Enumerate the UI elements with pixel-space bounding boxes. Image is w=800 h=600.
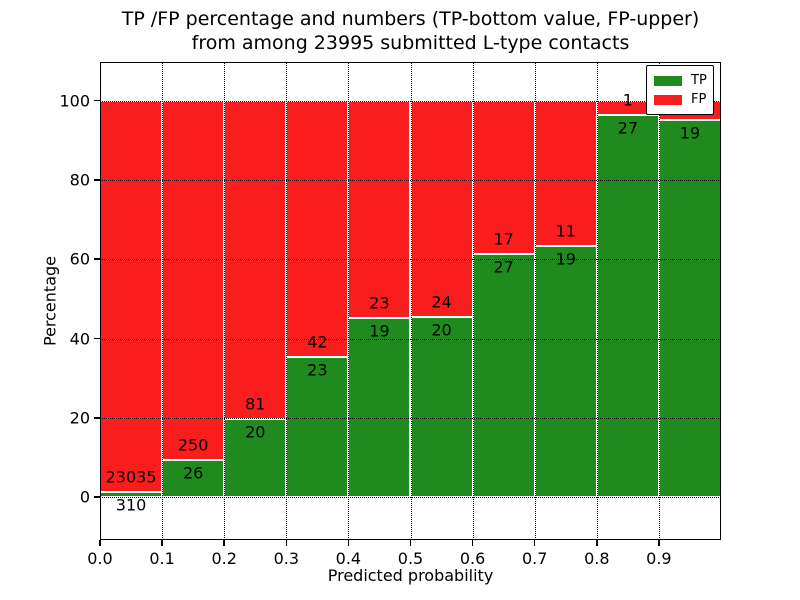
bar-segment-fp — [348, 100, 411, 318]
legend-label-tp: TP — [691, 73, 707, 88]
gridline-vertical — [534, 62, 536, 540]
bar-count-label-fp: 24 — [431, 292, 452, 312]
x-tick-mark — [161, 540, 163, 546]
x-tick-mark — [285, 540, 288, 546]
x-tick-mark — [533, 540, 536, 546]
bar-count-label-tp: 27 — [617, 118, 639, 138]
x-tick-mark — [99, 540, 101, 546]
gridline-vertical — [162, 62, 164, 540]
x-tick-label: 0.2 — [211, 549, 237, 568]
x-tick-mark — [347, 540, 350, 546]
bar-count-label-tp: 20 — [431, 320, 452, 340]
legend-item-fp: FP — [654, 90, 706, 109]
bar-count-label-tp: 19 — [679, 123, 701, 143]
plot-area: 23035 310 250 26 81 20 42 23 23 19 24 20 17 27 11 19 1 27… — [100, 62, 721, 540]
chart-title-line2: from among 23995 submitted L-type contac… — [191, 32, 630, 54]
bar-segment-tp — [410, 316, 473, 498]
legend-label-fp: FP — [691, 92, 707, 107]
bar-count-label-tp: 310 — [115, 495, 147, 515]
bar-count-label-fp: 17 — [493, 229, 514, 249]
fp-color-swatch — [654, 94, 682, 105]
y-axis-label: Percentage — [40, 255, 60, 347]
x-tick-label: 0.7 — [521, 549, 548, 568]
x-tick-mark — [658, 540, 660, 546]
x-axis-label: Predicted probability — [327, 566, 494, 585]
bar-count-label-fp: 11 — [555, 221, 576, 241]
bar-count-label-tp: 19 — [369, 321, 390, 341]
bar-count-label-tp: 27 — [493, 257, 514, 277]
gridline-vertical — [286, 62, 288, 540]
y-tick-label: 0 — [79, 487, 90, 507]
chart-title-line1: TP /FP percentage and numbers (TP-bottom… — [121, 8, 700, 30]
bar-count-label-tp: 26 — [182, 463, 204, 483]
x-tick-mark — [223, 540, 225, 546]
bar-segment-tp — [348, 317, 411, 498]
gridline-vertical — [658, 62, 660, 540]
x-tick-mark — [471, 540, 474, 546]
gridline-vertical — [472, 62, 474, 540]
gridline-vertical — [348, 62, 350, 540]
y-tick-mark — [94, 258, 100, 260]
x-tick-mark — [409, 540, 412, 546]
bar-segment-tp — [658, 120, 721, 498]
bar-segment-tp — [286, 356, 349, 498]
x-tick-label: 0.0 — [87, 549, 113, 568]
y-tick-mark — [94, 496, 100, 498]
x-tick-label: 0.5 — [397, 549, 424, 568]
x-tick-label: 0.6 — [459, 549, 486, 568]
x-tick-label: 0.8 — [584, 549, 610, 568]
chart-title: TP /FP percentage and numbers (TP-bottom… — [100, 7, 721, 55]
bar-segment-fp — [534, 100, 597, 247]
y-tick-mark — [94, 417, 100, 419]
legend: TP FP — [646, 65, 714, 115]
x-tick-label: 0.4 — [335, 549, 362, 568]
bar-count-label-tp: 23 — [307, 360, 328, 380]
y-tick-mark — [94, 99, 100, 102]
bar-segment-fp — [162, 100, 225, 460]
bar-segment-fp — [100, 100, 163, 492]
bar-count-label-tp: 19 — [555, 249, 576, 269]
bar-count-label-fp: 250 — [177, 435, 209, 455]
y-tick-label: 100 — [59, 91, 90, 111]
bar-count-label-fp: 1 — [622, 90, 633, 110]
bar-segment-fp — [472, 100, 535, 254]
x-tick-label: 0.3 — [273, 549, 300, 568]
y-tick-label: 80 — [69, 170, 90, 190]
x-tick-label: 0.1 — [149, 549, 175, 568]
bar-segment-fp — [286, 100, 349, 357]
bar-count-label-fp: 81 — [245, 394, 266, 414]
gridline-vertical — [596, 62, 598, 540]
bar-segment-tp — [596, 114, 659, 498]
bar-count-label-tp: 20 — [245, 422, 266, 442]
x-tick-label: 0.9 — [646, 549, 672, 568]
bar-segment-tp — [534, 246, 597, 498]
y-tick-label: 20 — [69, 408, 90, 428]
bar-segment-fp — [410, 100, 473, 317]
x-tick-mark — [596, 540, 598, 546]
bar-segment-tp — [472, 253, 535, 498]
legend-item-tp: TP — [654, 71, 707, 90]
gridline-vertical — [224, 62, 226, 540]
bar-count-label-fp: 42 — [307, 332, 328, 352]
tp-color-swatch — [654, 75, 682, 86]
bar-count-label-fp: 23 — [369, 293, 390, 313]
y-tick-label: 60 — [69, 249, 90, 269]
bar-segment-tp — [224, 418, 287, 498]
y-tick-label: 40 — [69, 329, 90, 349]
y-tick-mark — [94, 179, 100, 181]
bar-count-label-fp: 23035 — [105, 467, 157, 487]
y-tick-mark — [94, 337, 100, 340]
gridline-vertical — [410, 62, 412, 540]
